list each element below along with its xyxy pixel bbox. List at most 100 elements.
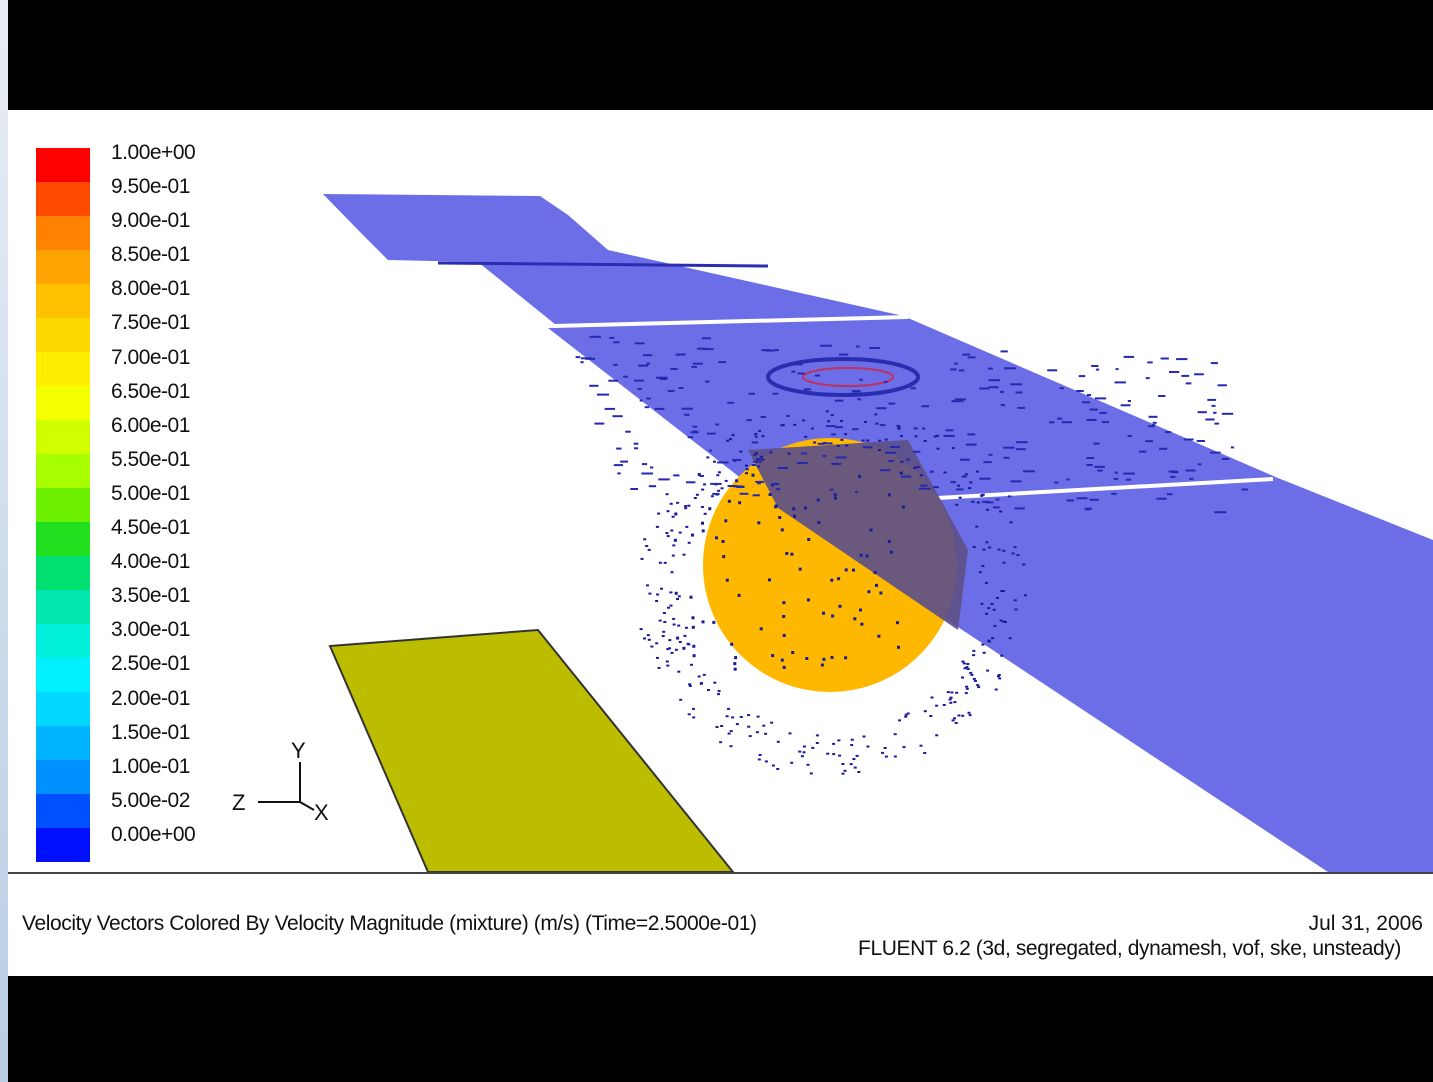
vector-dot [756, 458, 759, 461]
colorbar-labels: 1.00e+00 9.50e-01 9.00e-01 8.50e-01 8.00e-01… [111, 138, 196, 854]
vector-dot [948, 698, 952, 701]
vector-dot [691, 616, 695, 620]
vector-dot [896, 621, 899, 625]
vector-dot [1102, 421, 1110, 424]
vector-dot [954, 398, 966, 401]
vector-dot [983, 461, 992, 464]
vector-dot [879, 424, 886, 427]
vector-dot [956, 488, 960, 491]
vector-dot [654, 407, 665, 410]
vector-dot [725, 715, 729, 718]
vector-dot [644, 406, 650, 409]
vector-dot [1086, 394, 1091, 396]
vector-dot [751, 441, 759, 444]
vector-dot [673, 474, 680, 477]
vector-dot [757, 758, 761, 761]
vector-dot [646, 397, 651, 400]
vector-dot [715, 726, 719, 728]
vector-dot [888, 460, 894, 463]
vector-dot [656, 593, 660, 596]
vector-dot [1127, 435, 1132, 437]
vector-dot [662, 630, 666, 633]
vector-dot [735, 479, 739, 483]
vector-dot [684, 507, 688, 510]
vector-dot [981, 564, 985, 567]
vector-dot [873, 571, 877, 574]
vector-dot [972, 545, 976, 548]
vector-dot [734, 656, 738, 660]
vector-dot [782, 615, 786, 618]
vector-dot [946, 691, 950, 694]
graphics-viewport[interactable]: 1.00e+00 9.50e-01 9.00e-01 8.50e-01 8.00e-01… [8, 110, 1433, 872]
vector-dot [831, 433, 836, 436]
vector-dot [613, 341, 620, 344]
vector-dot [672, 544, 676, 547]
vector-dot [691, 533, 694, 537]
vector-dot [1004, 621, 1007, 623]
vector-dot [1010, 480, 1022, 483]
vector-dot [1125, 478, 1132, 481]
vector-dot [800, 755, 804, 758]
vector-dot [867, 590, 871, 594]
vector-dot [840, 438, 844, 441]
vector-dot [906, 712, 910, 715]
vector-dot [634, 342, 645, 345]
vector-dot [1013, 599, 1017, 602]
vector-dot [580, 361, 584, 364]
vector-dot [978, 571, 982, 574]
vector-dot [1094, 465, 1105, 468]
vector-dot [643, 637, 646, 640]
vector-dot [772, 482, 780, 485]
vector-dot [776, 768, 780, 770]
vector-dot [923, 752, 927, 754]
vector-dot [777, 467, 788, 469]
vector-dot [894, 363, 902, 366]
vector-dot [875, 583, 878, 587]
vector-dot [668, 647, 672, 650]
vector-dot [678, 353, 686, 356]
colorbar-label: 1.00e+00 [111, 141, 196, 164]
vector-dot [669, 604, 673, 607]
vector-dot [1152, 424, 1156, 427]
vector-dot [993, 624, 997, 627]
vector-dot [982, 651, 986, 654]
vector-dot [879, 469, 891, 472]
vector-dot [999, 619, 1003, 622]
vector-dot [1015, 391, 1023, 394]
vector-dot [1181, 374, 1190, 377]
vector-dot [1089, 498, 1099, 501]
colorbar-label: 4.00e-01 [111, 550, 190, 574]
vector-dot [961, 660, 965, 663]
vector-dot [701, 529, 705, 533]
vector-dot [1145, 377, 1150, 380]
vector-dot [712, 492, 720, 495]
vector-dot [668, 639, 672, 642]
vector-dot [950, 481, 956, 484]
vector-dot [929, 715, 933, 717]
vector-dot [831, 462, 842, 465]
vector-dot [720, 725, 724, 727]
vector-dot [673, 538, 677, 542]
vector-dot [774, 349, 779, 352]
vector-dot [761, 349, 771, 352]
vector-dot [1010, 383, 1023, 386]
vector-dot [957, 484, 961, 487]
letterbox-top [8, 0, 1433, 110]
vector-dot [609, 336, 615, 339]
vector-dot [1205, 418, 1215, 421]
colorbar-label: 0.00e+00 [111, 822, 196, 846]
vector-dot [970, 673, 974, 676]
vector-dot [826, 752, 830, 755]
vector-dot [666, 510, 670, 513]
vector-dot [1158, 395, 1166, 397]
vector-dot [1076, 390, 1084, 392]
vector-dot [717, 489, 721, 492]
vector-dot [879, 591, 883, 595]
vector-dot [691, 365, 697, 368]
vector-dot [972, 649, 976, 652]
vector-dot [955, 503, 959, 506]
vector-dot [1061, 421, 1072, 424]
vector-dot [1093, 442, 1100, 445]
vector-dot [977, 686, 981, 689]
vector-dot [782, 634, 786, 637]
